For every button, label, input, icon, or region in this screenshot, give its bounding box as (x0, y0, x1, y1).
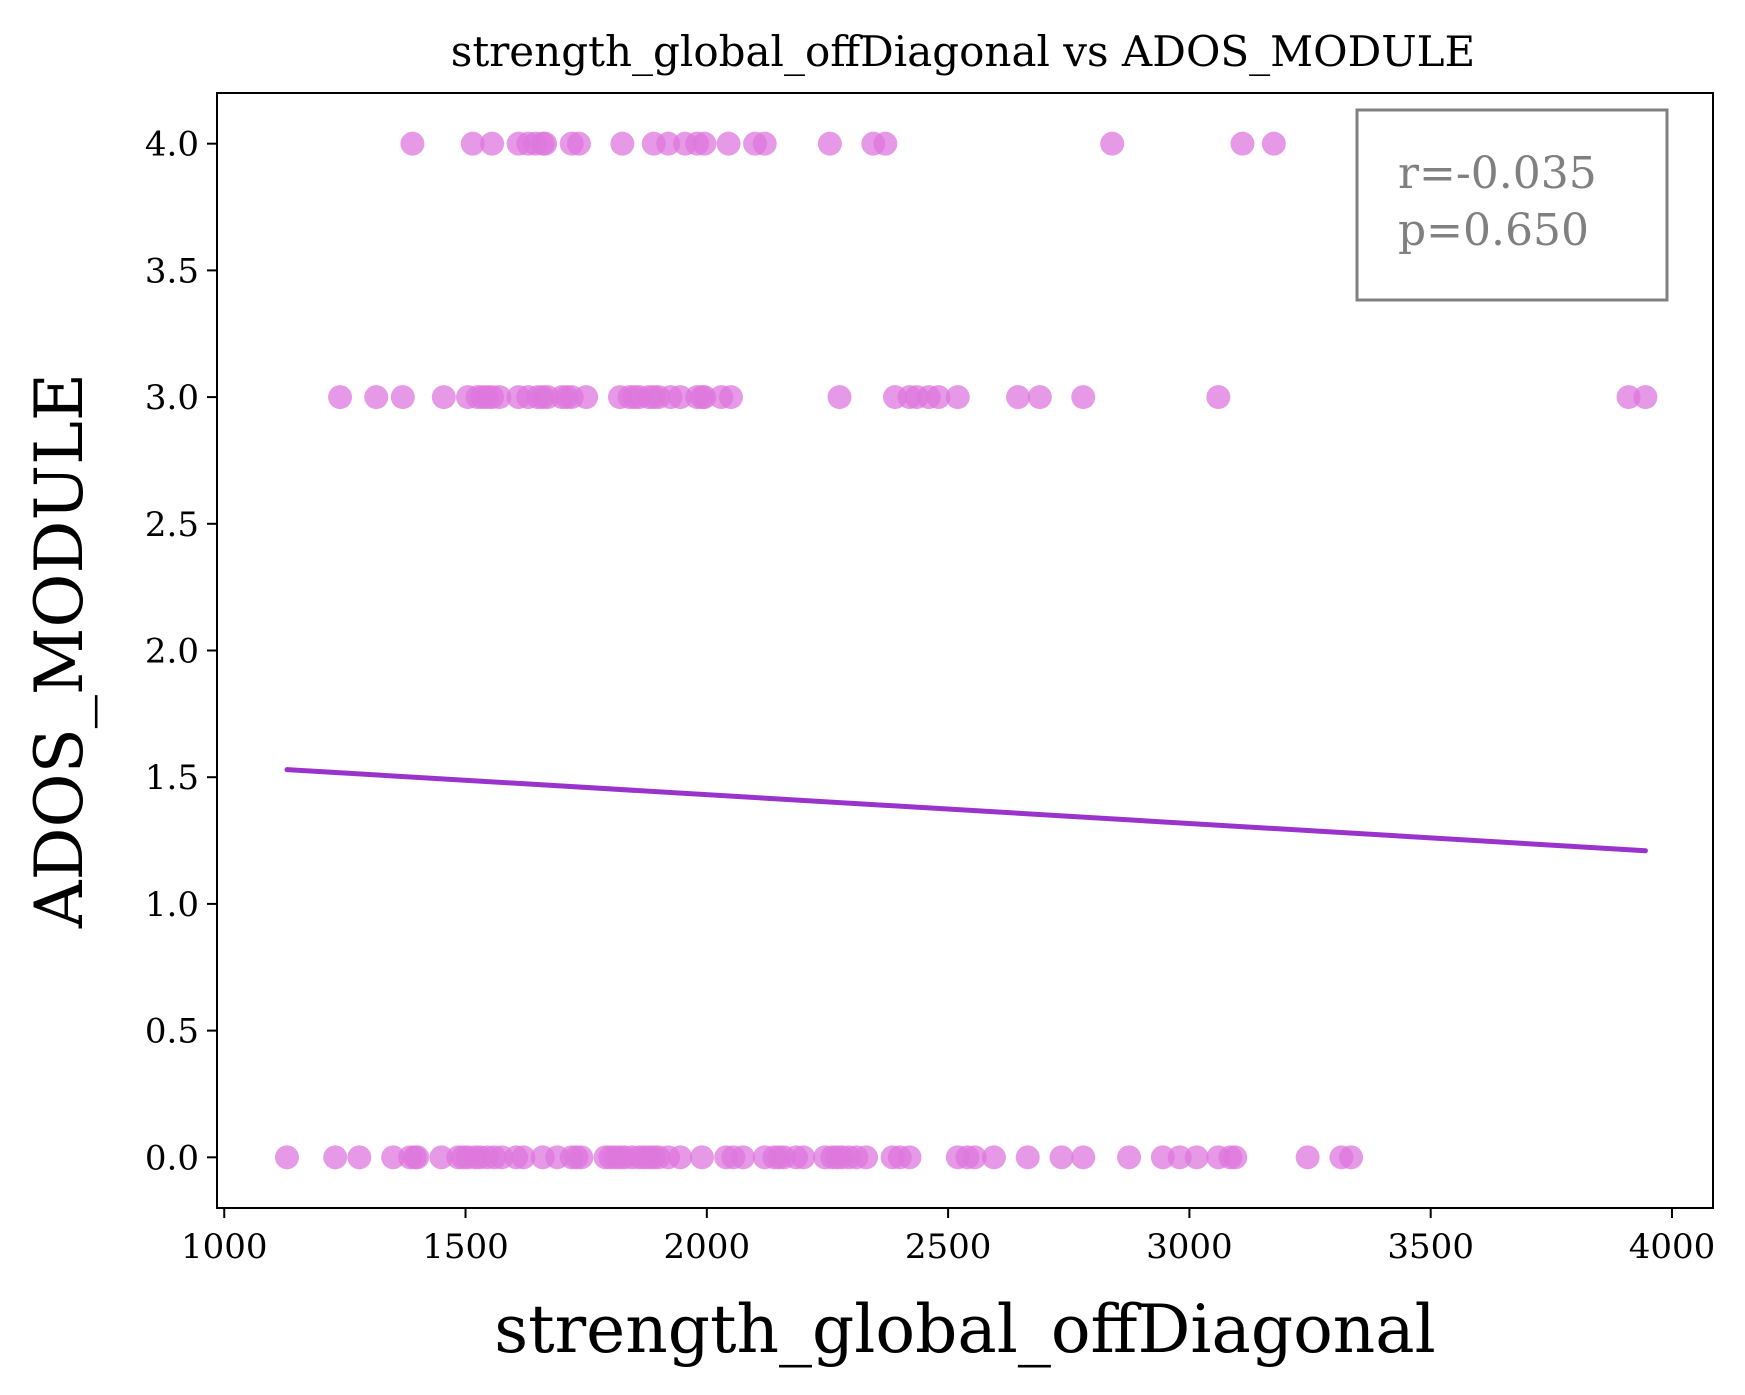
x-tick-label: 1500 (422, 1227, 509, 1267)
data-point (429, 1145, 454, 1170)
data-point (854, 1145, 879, 1170)
y-tick-label: 3.0 (145, 378, 199, 418)
data-point (897, 1145, 922, 1170)
data-point (1339, 1145, 1364, 1170)
data-point (689, 1145, 714, 1170)
data-point (323, 1145, 348, 1170)
data-point (716, 131, 741, 156)
data-point (1261, 131, 1286, 156)
data-point (1206, 385, 1231, 410)
data-point (1295, 1145, 1320, 1170)
x-axis-ticks: 1000 1500 2000 2500 3000 3500 4000 (181, 1208, 1715, 1267)
data-point (381, 1145, 406, 1170)
y-tick-label: 2.5 (145, 505, 199, 545)
x-axis-label: strength_global_offDiagonal (494, 1291, 1436, 1368)
data-point (718, 385, 743, 410)
data-point (533, 131, 558, 156)
x-tick-label: 4000 (1629, 1227, 1716, 1267)
data-point (1027, 385, 1052, 410)
data-point (1633, 385, 1658, 410)
data-point (692, 131, 717, 156)
data-point (1117, 1145, 1142, 1170)
y-tick-label: 1.0 (145, 885, 199, 925)
data-point (1167, 1145, 1192, 1170)
y-tick-label: 0.5 (145, 1012, 199, 1052)
data-point (1230, 131, 1255, 156)
data-point (1015, 1145, 1040, 1170)
data-point (791, 1145, 816, 1170)
data-point (692, 385, 717, 410)
stats-box-frame (1355, 108, 1669, 302)
data-point (1223, 1145, 1248, 1170)
y-axis-ticks: 0.0 0.5 1.0 1.5 2.0 2.5 3.0 3.5 4.0 (145, 125, 217, 1178)
data-point (460, 131, 485, 156)
data-point (480, 131, 505, 156)
x-tick-label: 3500 (1387, 1227, 1474, 1267)
y-tick-label: 0.0 (145, 1138, 199, 1178)
data-point (1006, 385, 1031, 410)
stats-p-value: p=0.650 (1398, 205, 1589, 256)
y-tick-label: 4.0 (145, 125, 199, 165)
data-point (405, 1145, 430, 1170)
data-point (364, 385, 389, 410)
data-point (1100, 131, 1125, 156)
data-point (962, 1145, 987, 1170)
fit-layer (284, 767, 1648, 854)
data-point (668, 1145, 693, 1170)
data-point (328, 385, 353, 410)
data-point (400, 131, 425, 156)
data-point (431, 385, 456, 410)
x-tick-label: 1000 (181, 1227, 268, 1267)
data-point (1071, 1145, 1096, 1170)
y-tick-label: 3.5 (145, 251, 199, 291)
y-tick-label: 1.5 (145, 758, 199, 798)
data-point (574, 385, 599, 410)
data-point (817, 131, 842, 156)
data-point (566, 131, 591, 156)
data-point (926, 385, 951, 410)
data-point (347, 1145, 372, 1170)
data-point (1616, 385, 1641, 410)
chart-title: strength_global_offDiagonal vs ADOS_MODU… (451, 27, 1475, 76)
regression-line (284, 767, 1648, 854)
data-point (610, 131, 635, 156)
data-point (873, 131, 898, 156)
y-tick-label: 2.0 (145, 632, 199, 672)
data-point (1150, 1145, 1175, 1170)
data-point (668, 385, 693, 410)
data-point (981, 1145, 1006, 1170)
data-point (752, 131, 777, 156)
stats-r-value: r=-0.035 (1398, 148, 1597, 199)
y-axis-label: ADOS_MODULE (21, 373, 98, 929)
data-point (1071, 385, 1096, 410)
data-point (1049, 1145, 1074, 1170)
data-point (511, 1145, 536, 1170)
data-point (390, 385, 415, 410)
data-point (656, 131, 681, 156)
x-tick-label: 2500 (905, 1227, 992, 1267)
x-tick-label: 2000 (664, 1227, 751, 1267)
data-point (569, 1145, 594, 1170)
stats-box: r=-0.035 p=0.650 (1355, 108, 1669, 302)
x-tick-label: 3000 (1146, 1227, 1233, 1267)
data-point (1184, 1145, 1209, 1170)
data-point (945, 385, 970, 410)
data-point (487, 385, 512, 410)
data-point (731, 1145, 756, 1170)
points-layer (274, 131, 1658, 1170)
data-point (274, 1145, 299, 1170)
data-point (827, 385, 852, 410)
